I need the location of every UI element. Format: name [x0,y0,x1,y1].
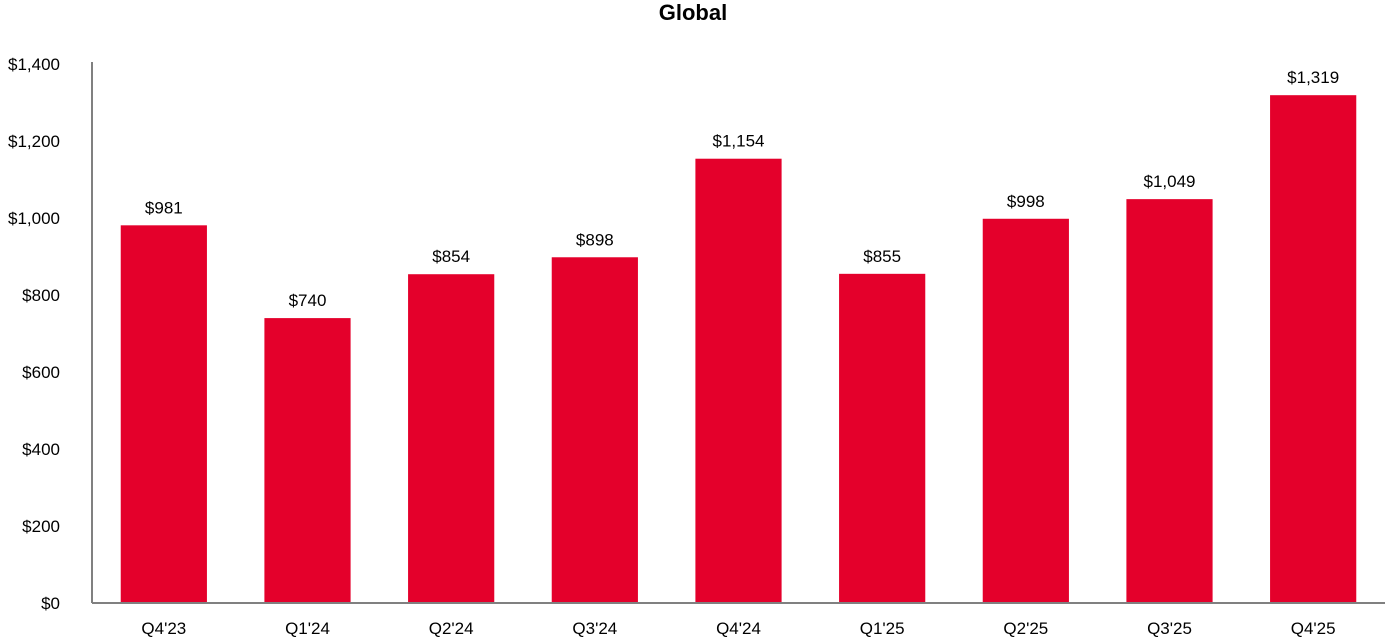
y-tick-label: $1,000 [8,209,60,228]
bar [839,273,926,603]
bar [695,158,782,603]
data-label: $855 [863,247,901,266]
x-tick-label: Q1'25 [860,619,905,638]
x-tick-label: Q3'25 [1147,619,1192,638]
bar [982,218,1069,603]
data-label: $854 [432,247,470,266]
data-label: $1,319 [1287,68,1339,87]
y-tick-label: $0 [41,594,60,613]
data-label: $898 [576,230,614,249]
x-tick-label: Q2'25 [1003,619,1048,638]
y-tick-label: $200 [22,517,60,536]
y-tick-label: $1,200 [8,132,60,151]
data-label: $1,154 [713,132,765,151]
bars [120,95,1357,603]
data-label: $1,049 [1144,172,1196,191]
x-tick-label: Q1'24 [285,619,330,638]
chart-title: Global [658,0,728,25]
y-axis-ticks: $0 $200 $400 $600 $800 $1,000 $1,200 $1,400 [8,55,60,613]
y-tick-label: $800 [22,286,60,305]
y-tick-label: $1,400 [8,55,60,74]
x-tick-label: Q4'24 [716,619,761,638]
data-label: $998 [1007,192,1045,211]
x-axis-labels: Q4'23 Q1'24 Q2'24 Q3'24 Q4'24 Q1'25 Q2'25 Q3'25… [141,619,1335,638]
bar [1126,199,1213,603]
bar [551,257,638,603]
data-labels: $981 $740 $854 $898 $1,154 $855 $998 $1,049 $1,3… [145,68,1339,310]
data-label: $740 [289,291,327,310]
bar [408,274,495,603]
x-tick-label: Q3'24 [572,619,617,638]
y-tick-label: $600 [22,363,60,382]
y-tick-label: $400 [22,440,60,459]
x-tick-label: Q2'24 [429,619,474,638]
x-tick-label: Q4'25 [1291,619,1336,638]
bar [120,225,207,603]
x-tick-label: Q4'23 [141,619,186,638]
bar [264,318,351,603]
bar [1270,95,1357,603]
data-label: $981 [145,198,183,217]
